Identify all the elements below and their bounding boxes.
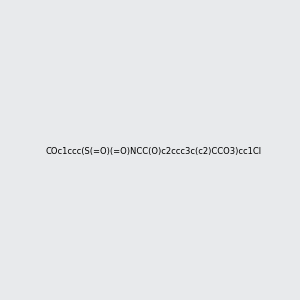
Text: COc1ccc(S(=O)(=O)NCC(O)c2ccc3c(c2)CCO3)cc1Cl: COc1ccc(S(=O)(=O)NCC(O)c2ccc3c(c2)CCO3)c… [46, 147, 262, 156]
